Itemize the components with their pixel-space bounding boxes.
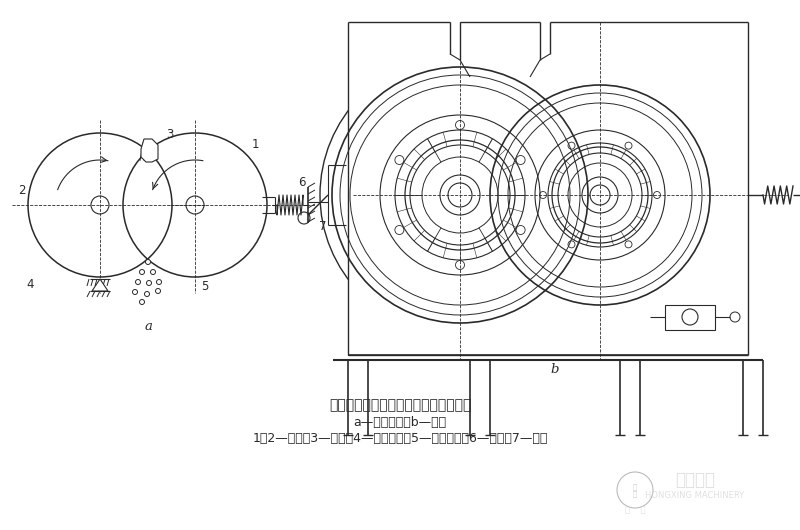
Circle shape xyxy=(139,269,145,275)
Circle shape xyxy=(157,279,162,285)
Text: a: a xyxy=(144,320,152,333)
Polygon shape xyxy=(92,279,108,291)
Circle shape xyxy=(146,280,151,286)
Bar xyxy=(348,22,748,355)
Text: 5: 5 xyxy=(202,280,209,294)
Text: 4: 4 xyxy=(26,278,34,292)
Text: 双辊式破碎机的工作原理及结构示意图: 双辊式破碎机的工作原理及结构示意图 xyxy=(329,398,471,412)
Text: 7: 7 xyxy=(319,220,326,234)
Circle shape xyxy=(133,289,138,295)
Text: 6: 6 xyxy=(298,176,306,190)
Text: 1: 1 xyxy=(251,138,258,152)
Bar xyxy=(665,305,715,330)
Text: 3: 3 xyxy=(166,128,174,142)
Text: HONGXING MACHINERY: HONGXING MACHINERY xyxy=(646,491,745,500)
Circle shape xyxy=(155,288,161,294)
Text: a—工作原理；b—结构: a—工作原理；b—结构 xyxy=(354,416,446,429)
Circle shape xyxy=(139,299,145,305)
Text: 红星机器: 红星机器 xyxy=(675,471,715,489)
Text: 红    星: 红 星 xyxy=(625,506,646,515)
Text: 2: 2 xyxy=(18,183,26,197)
Circle shape xyxy=(146,260,150,264)
Circle shape xyxy=(145,292,150,296)
Circle shape xyxy=(135,279,141,285)
Polygon shape xyxy=(141,139,158,162)
Circle shape xyxy=(150,269,155,275)
Text: 1，2—辊子；3—物料；4—固定轴承；5—可动轴承；6—弹簧；7—机架: 1，2—辊子；3—物料；4—固定轴承；5—可动轴承；6—弹簧；7—机架 xyxy=(252,432,548,445)
Text: b: b xyxy=(550,363,559,376)
Text: 紅
星: 紅 星 xyxy=(633,483,637,497)
